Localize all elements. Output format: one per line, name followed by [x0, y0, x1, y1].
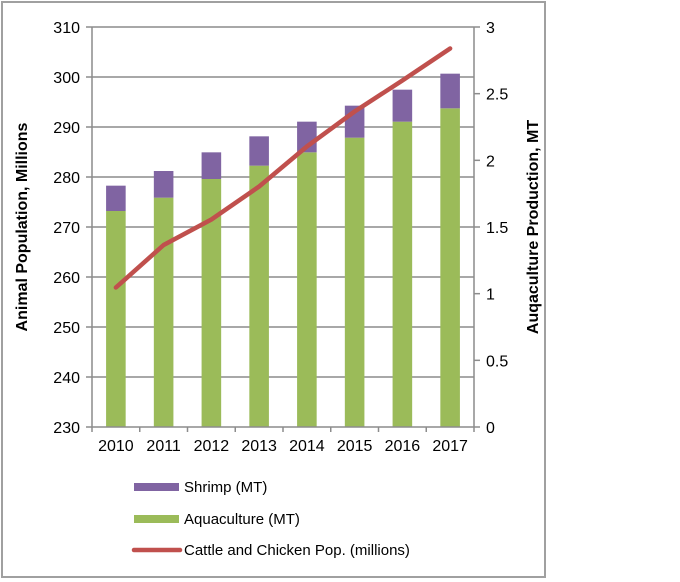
bar-aquaculture-2011 [153, 197, 174, 427]
x-tick-label: 2016 [385, 438, 421, 455]
left-tick-label: 280 [53, 170, 80, 187]
x-tick-label: 2014 [289, 438, 325, 455]
bar-shrimp-2011 [153, 171, 174, 198]
legend-swatch-bar [134, 483, 179, 491]
right-tick-label: 2 [486, 153, 495, 170]
bar-aquaculture-2014 [297, 152, 317, 428]
left-tick-label: 230 [53, 420, 80, 437]
left-tick-label: 240 [53, 370, 80, 387]
line-series [113, 46, 453, 290]
legend-label: Shrimp (MT) [184, 479, 267, 496]
x-tick-label: 2017 [432, 438, 468, 455]
left-tick-label: 270 [53, 220, 80, 237]
left-axis-ticks: 230 240 250 260 270 280 290 300 310 [53, 20, 92, 437]
right-axis-ticks: 0 0.5 1 1.5 2 2.5 3 [474, 20, 508, 437]
x-tick-label: 2013 [241, 438, 277, 455]
line-cattle-chicken [113, 46, 453, 290]
legend-label: Cattle and Chicken Pop. (millions) [184, 542, 410, 559]
right-tick-label: 2.5 [486, 87, 508, 104]
x-tick-label: 2012 [194, 438, 230, 455]
bar-aquaculture-2017 [440, 108, 460, 427]
x-axis-ticks: 2010 2011 2012 2013 2014 2015 2016 2017 [91, 427, 475, 455]
left-tick-label: 300 [53, 70, 80, 87]
left-tick-label: 260 [53, 270, 80, 287]
legend: Shrimp (MT) Aquaculture (MT) Cattle and Ch… [131, 479, 410, 559]
bar-shrimp-2010 [106, 185, 126, 211]
x-tick-label: 2010 [98, 438, 134, 455]
bar-shrimp-2012 [201, 152, 222, 179]
right-tick-label: 1 [486, 287, 495, 304]
right-tick-label: 0 [486, 420, 495, 437]
legend-swatch-bar [134, 515, 179, 523]
bar-shrimp-2013 [249, 136, 269, 166]
bar-aquaculture-2010 [106, 211, 126, 427]
right-tick-label: 0.5 [486, 353, 508, 370]
bar-aquaculture-2016 [392, 121, 413, 428]
bars [106, 73, 460, 428]
bar-aquaculture-2015 [344, 137, 365, 427]
bar-aquaculture-2012 [201, 179, 222, 427]
bar-aquaculture-2013 [249, 165, 269, 427]
left-tick-label: 310 [53, 20, 80, 37]
left-tick-label: 290 [53, 120, 80, 137]
right-tick-label: 1.5 [486, 220, 508, 237]
right-axis-title: Auqaculture Production, MT [525, 120, 542, 334]
bar-shrimp-2017 [440, 73, 460, 109]
x-tick-label: 2015 [337, 438, 373, 455]
bar-shrimp-2016 [392, 89, 413, 122]
left-axis-title: Animal Population, Millions [14, 122, 31, 331]
x-tick-label: 2011 [146, 438, 181, 455]
right-tick-label: 3 [486, 20, 495, 37]
legend-label: Aquaculture (MT) [184, 511, 300, 528]
gridlines [92, 26, 474, 378]
left-tick-label: 250 [53, 320, 80, 337]
